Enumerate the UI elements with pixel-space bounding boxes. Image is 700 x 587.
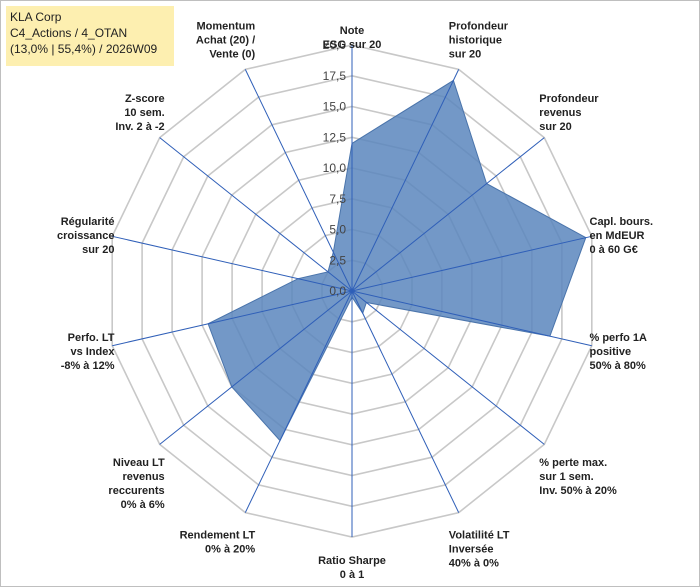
- tick-label-5: 12,5: [323, 130, 347, 144]
- tick-label-6: 15,0: [323, 100, 347, 114]
- axis-spoke-9: [244, 290, 353, 513]
- axis-label-3-line-3: sur 20: [539, 121, 571, 133]
- axis-label-13-line-1: Z-score: [125, 93, 165, 105]
- axis-spoke-13: [159, 137, 353, 292]
- axis-label-5-line-2: positive: [590, 346, 632, 358]
- axis-label-10-line-4: 0% à 6%: [121, 499, 165, 511]
- axis-label-6-line-3: Inv. 50% à 20%: [539, 485, 617, 497]
- data-series-area: [207, 79, 587, 442]
- axis-spoke-12: [112, 235, 353, 292]
- axis-label-4-line-2: en MdEUR: [590, 230, 645, 242]
- axis-label-7-line-3: 40% à 0%: [449, 557, 499, 569]
- axis-label-8-line-2: 0 à 1: [340, 569, 364, 581]
- axis-label-11-line-3: -8% à 12%: [61, 360, 115, 372]
- axis-spoke-11: [112, 290, 353, 347]
- axis-spoke-7: [351, 290, 460, 513]
- axis-label-5-line-3: 50% à 80%: [590, 360, 646, 372]
- tick-label-0: 0,0: [329, 284, 346, 298]
- axis-label-3-line-2: revenus: [539, 107, 581, 119]
- axis-label-13-line-2: 10 sem.: [124, 107, 164, 119]
- axis-spoke-6: [351, 290, 545, 445]
- portfolio-path: C4_Actions / 4_OTAN: [10, 26, 128, 40]
- axis-label-12-line-2: croissance: [57, 230, 114, 242]
- axis-spoke-5: [351, 290, 592, 347]
- axis-label-1-line-2: ESG sur 20: [323, 39, 382, 51]
- axis-label-4-line-3: 0 à 60 G€: [590, 244, 638, 256]
- tick-label-2: 5,0: [329, 223, 346, 237]
- axis-label-2-line-3: sur 20: [449, 49, 481, 61]
- axis-label-14-line-1: Momentum: [197, 21, 256, 33]
- axis-spoke-2: [351, 69, 460, 292]
- axis-spoke-3: [351, 137, 545, 292]
- axis-label-3-line-1: Profondeur: [539, 93, 599, 105]
- axis-label-7-line-2: Inversée: [449, 543, 494, 555]
- chart-title-box: KLA Corp C4_Actions / 4_OTAN (13,0% | 55…: [6, 6, 174, 66]
- axis-label-14-line-2: Achat (20) /: [196, 35, 255, 47]
- axis-label-10-line-3: reccurents: [108, 485, 164, 497]
- axis-label-11-line-2: vs Index: [70, 346, 115, 358]
- axis-label-13-line-3: Inv. 2 à -2: [115, 121, 164, 133]
- axis-spoke-14: [244, 69, 353, 292]
- axis-label-5-line-1: % perfo 1A: [590, 332, 648, 344]
- axis-label-4-line-1: Capl. bours.: [590, 216, 654, 228]
- tick-label-7: 17,5: [323, 69, 347, 83]
- company-name: KLA Corp: [10, 10, 62, 24]
- axis-label-9-line-1: Rendement LT: [180, 529, 256, 541]
- score-summary: (13,0% | 55,4%) / 2026W09: [10, 42, 158, 56]
- axis-label-6-line-1: % perte max.: [539, 457, 607, 469]
- tick-label-4: 10,0: [323, 161, 347, 175]
- axis-label-6-line-2: sur 1 sem.: [539, 471, 593, 483]
- axis-label-10-line-1: Niveau LT: [113, 457, 165, 469]
- axis-label-12-line-1: Régularité: [61, 216, 115, 228]
- axis-label-2-line-1: Profondeur: [449, 21, 509, 33]
- axis-label-9-line-2: 0% à 20%: [205, 543, 255, 555]
- tick-label-3: 7,5: [329, 192, 346, 206]
- tick-label-1: 2,5: [329, 253, 346, 267]
- axis-spoke-4: [351, 235, 592, 292]
- axis-label-12-line-3: sur 20: [82, 244, 114, 256]
- axis-label-14-line-3: Vente (0): [209, 49, 255, 61]
- axis-label-1-line-1: Note: [340, 25, 364, 37]
- axis-label-7-line-1: Volatilité LT: [449, 529, 510, 541]
- axis-label-11-line-1: Perfo. LT: [68, 332, 115, 344]
- axis-spoke-10: [159, 290, 353, 445]
- axis-label-2-line-2: historique: [449, 35, 502, 47]
- axis-label-10-line-2: revenus: [122, 471, 164, 483]
- tick-label-8: 20,0: [323, 38, 347, 52]
- axis-label-8-line-1: Ratio Sharpe: [318, 555, 386, 567]
